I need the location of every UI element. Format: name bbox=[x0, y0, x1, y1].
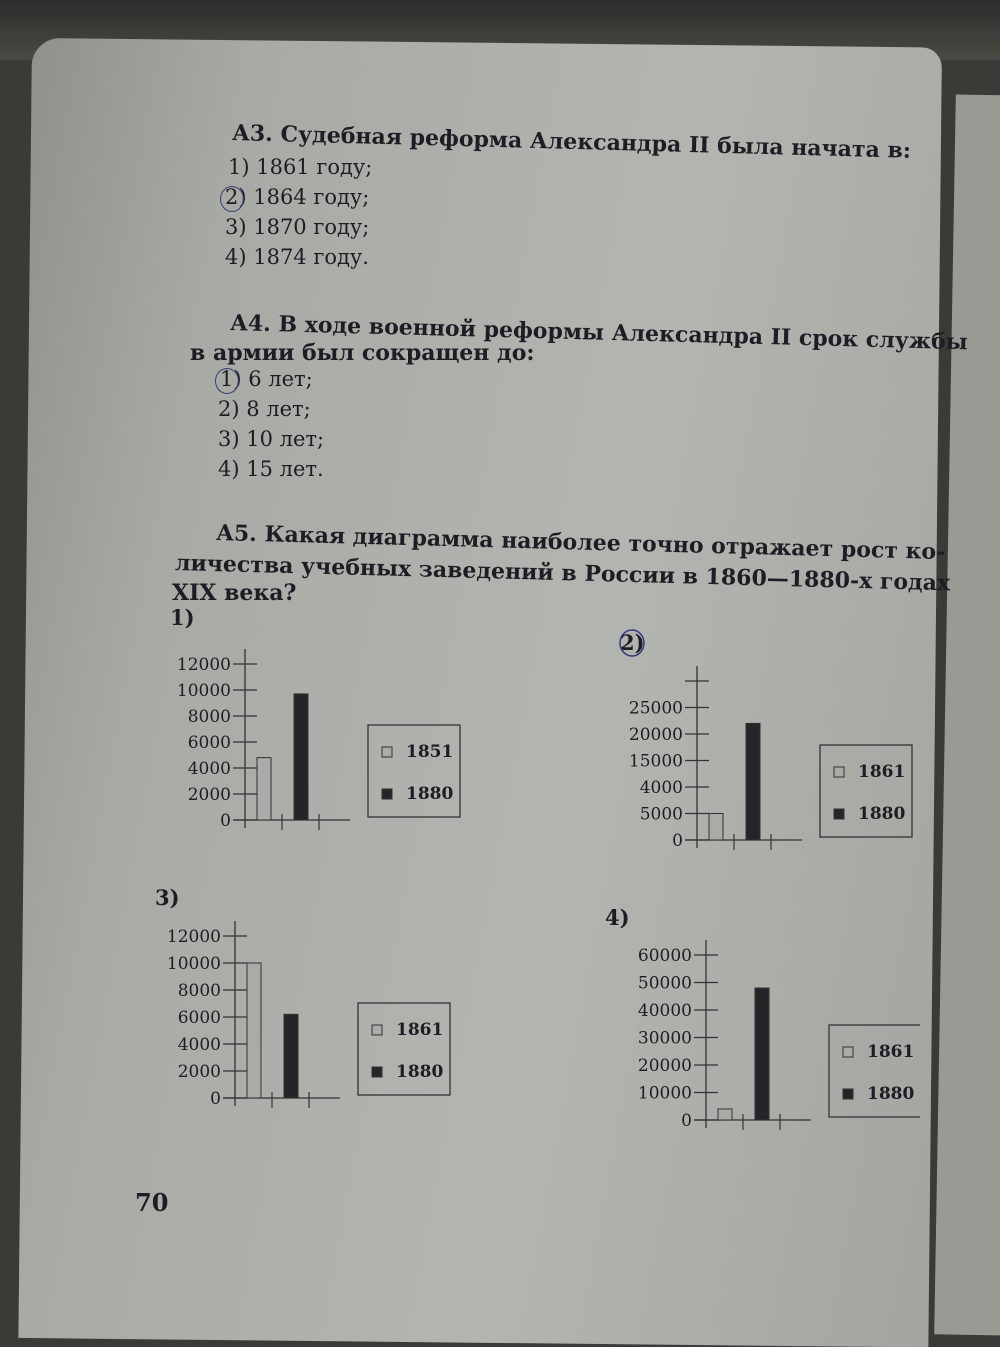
y-tick-label: 20000 bbox=[638, 1056, 692, 1076]
y-tick-label: 10000 bbox=[177, 681, 231, 701]
bar-1861 bbox=[708, 813, 724, 841]
a3-option-2: 2) 1864 году; bbox=[225, 185, 370, 209]
legend-swatch bbox=[381, 788, 393, 800]
bar-1861 bbox=[717, 1108, 733, 1121]
y-tick-label: 20000 bbox=[629, 725, 683, 745]
bar-1851 bbox=[256, 757, 272, 821]
a3-option-3: 3) 1870 году; bbox=[225, 215, 370, 239]
legend-swatch bbox=[381, 746, 393, 758]
y-tick-label: 0 bbox=[220, 811, 231, 831]
y-tick-label: 40000 bbox=[638, 1001, 692, 1021]
page-number: 70 bbox=[135, 1188, 169, 1217]
y-tick-label: 30000 bbox=[638, 1029, 692, 1049]
legend-label: 1880 bbox=[858, 804, 905, 824]
y-tick-label: 8000 bbox=[188, 707, 231, 727]
y-tick-label: 2000 bbox=[178, 1062, 221, 1082]
a4-option-2: 2) 8 лет; bbox=[218, 397, 311, 421]
y-tick-label: 4000 bbox=[178, 1035, 221, 1055]
chart-4: 4) 0 10000 20000 30000 40000 50000 60000 1861 188… bbox=[605, 905, 920, 1131]
legend-swatch bbox=[842, 1046, 854, 1058]
y-tick-label: 0 bbox=[210, 1089, 221, 1109]
y-tick-label: 15000 bbox=[629, 752, 683, 772]
legend-box bbox=[367, 724, 461, 818]
bar-1880 bbox=[283, 1013, 299, 1099]
a3-option-1: 1) 1861 году; bbox=[228, 155, 373, 179]
y-tick-label: 4000 bbox=[640, 778, 683, 798]
y-tick-label: 5000 bbox=[640, 805, 683, 825]
bar-1880 bbox=[293, 693, 309, 821]
legend-swatch bbox=[371, 1024, 383, 1036]
bar-1880 bbox=[754, 987, 770, 1121]
a4-option-3: 3) 10 лет; bbox=[218, 427, 325, 451]
legend-label: 1880 bbox=[867, 1084, 914, 1104]
chart-1: 1) 0 2000 4000 6000 8000 10000 12000 1851 1880 bbox=[170, 605, 461, 831]
a4-option-4: 4) 15 лет. bbox=[218, 457, 324, 481]
y-tick-label: 12000 bbox=[167, 927, 221, 947]
y-tick-label: 6000 bbox=[178, 1008, 221, 1028]
chart-3: 3) 0 2000 4000 6000 8000 10000 12000 1861 1880 bbox=[155, 885, 451, 1109]
question-a4-title-line2: в армии был сокращен до: bbox=[190, 340, 535, 366]
legend-swatch bbox=[371, 1066, 383, 1078]
answer-circle-mark bbox=[215, 368, 239, 394]
bar-1861 bbox=[246, 962, 262, 1099]
legend-box bbox=[828, 1024, 920, 1118]
bar-1880 bbox=[745, 722, 761, 841]
y-tick-label: 8000 bbox=[178, 981, 221, 1001]
y-tick-label: 0 bbox=[672, 831, 683, 851]
y-tick-label: 6000 bbox=[188, 733, 231, 753]
y-tick-label: 60000 bbox=[638, 946, 692, 966]
y-tick-label: 4000 bbox=[188, 759, 231, 779]
answer-circle-mark bbox=[619, 629, 645, 657]
legend-label: 1851 bbox=[406, 742, 453, 762]
legend-label: 1861 bbox=[858, 762, 905, 782]
y-tick-label: 10000 bbox=[638, 1084, 692, 1104]
legend-box bbox=[819, 744, 913, 838]
answer-circle-mark bbox=[220, 186, 244, 212]
legend-label: 1861 bbox=[867, 1042, 914, 1062]
chart-option-label: 1) bbox=[170, 605, 195, 630]
adjacent-page bbox=[934, 94, 1000, 1336]
y-tick-label: 12000 bbox=[177, 655, 231, 675]
y-tick-label: 2000 bbox=[188, 785, 231, 805]
y-tick-label: 0 bbox=[681, 1111, 692, 1131]
legend-swatch bbox=[833, 808, 845, 820]
legend-box bbox=[357, 1002, 451, 1096]
chart-option-label: 3) bbox=[155, 885, 180, 910]
legend-label: 1880 bbox=[396, 1062, 443, 1082]
question-a5-title-line3: XIX века? bbox=[172, 580, 297, 606]
y-tick-label: 50000 bbox=[638, 974, 692, 994]
legend-swatch bbox=[833, 766, 845, 778]
chart-option-label: 4) bbox=[605, 905, 630, 930]
y-tick-label: 25000 bbox=[629, 699, 683, 719]
legend-swatch bbox=[842, 1088, 854, 1100]
legend-label: 1861 bbox=[396, 1020, 443, 1040]
legend-label: 1880 bbox=[406, 784, 453, 804]
a3-option-4: 4) 1874 году. bbox=[225, 245, 369, 269]
y-tick-label: 10000 bbox=[167, 954, 221, 974]
